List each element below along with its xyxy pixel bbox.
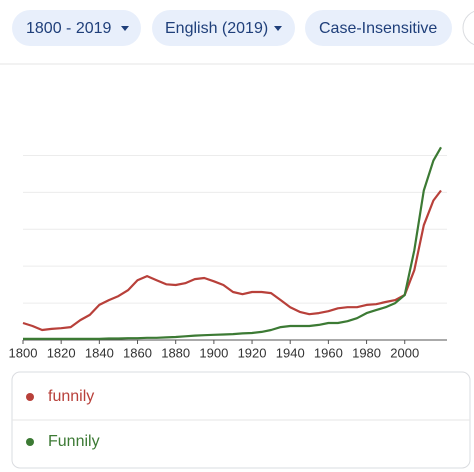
x-tick-label: 1960 <box>314 345 343 360</box>
legend-label: Funnily <box>48 433 100 450</box>
x-tick-label: 1900 <box>199 345 228 360</box>
dropdown-icon <box>274 26 282 31</box>
series-line <box>23 146 442 340</box>
chip-case[interactable] <box>305 10 452 46</box>
chip-corpus[interactable] <box>152 10 295 46</box>
legend-dot <box>26 438 34 446</box>
x-tick-label: 1920 <box>238 345 267 360</box>
x-tick-label: 1860 <box>123 345 152 360</box>
legend-label: funnily <box>48 388 94 405</box>
x-tick-label: 1980 <box>352 345 381 360</box>
legend-dot <box>26 393 34 401</box>
x-tick-label: 1820 <box>47 345 76 360</box>
series-line <box>22 189 442 332</box>
chip-label: 1800 - 2019 <box>26 20 112 37</box>
x-tick-label: 1880 <box>161 345 190 360</box>
chip-label: Case-Insensitive <box>319 20 437 37</box>
chip-more[interactable] <box>462 10 474 46</box>
dropdown-icon <box>121 26 129 31</box>
x-tick-label: 1940 <box>276 345 305 360</box>
x-tick-label: 1800 <box>9 345 38 360</box>
x-tick-label: 1840 <box>85 345 114 360</box>
x-tick-label: 2000 <box>390 345 419 360</box>
chip-label: English (2019) <box>165 20 268 37</box>
chip-years[interactable] <box>12 10 141 46</box>
